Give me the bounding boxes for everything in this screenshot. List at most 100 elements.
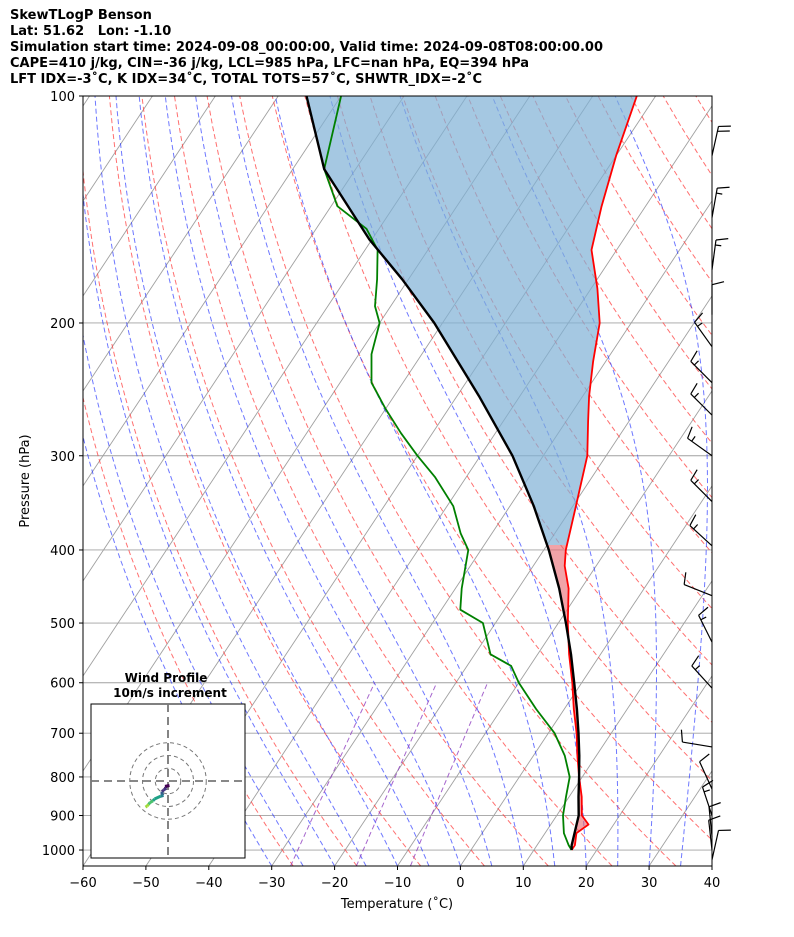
- wind-barb-shaft: [711, 830, 720, 860]
- x-tick-label: −60: [69, 876, 96, 891]
- wind-barb-shaft: [683, 584, 713, 597]
- hodograph-segment: [145, 803, 150, 808]
- moist-adiabat: [83, 332, 304, 866]
- parcel-line: [305, 96, 581, 851]
- wind-barb-flag: [708, 802, 721, 808]
- wind-barb-half: [703, 789, 710, 793]
- dry-adiabat: [83, 166, 358, 866]
- wind-barb-half: [716, 192, 723, 195]
- mixing-ratio-line: [409, 682, 489, 866]
- wind-barb: [701, 779, 714, 816]
- inset-subtitle: 10m/s increment: [113, 686, 227, 700]
- x-tick-label: −10: [384, 876, 411, 891]
- profile-lines: [305, 96, 638, 851]
- wind-barb-shaft: [711, 239, 717, 270]
- wind-barb-flag: [680, 729, 684, 743]
- wind-barb-flag: [715, 238, 729, 241]
- wind-barb: [690, 383, 713, 416]
- isotherm-line: [460, 485, 712, 866]
- isotherm-line: [83, 96, 216, 297]
- wind-barb-flag: [689, 514, 697, 526]
- hodograph-segment: [149, 799, 154, 804]
- moist-adiabat: [83, 189, 336, 866]
- isotherm-line: [83, 96, 90, 107]
- wind-barb-half: [691, 435, 696, 442]
- moist-adiabat: [115, 96, 398, 866]
- x-tick-label: 20: [578, 876, 595, 891]
- wind-barb-flag: [690, 350, 698, 362]
- dry-adiabat: [174, 96, 549, 866]
- chart-title-block: SkewTLogP Benson Lat: 51.62 Lon: -1.10 S…: [10, 8, 603, 88]
- isotherm-line: [711, 865, 712, 866]
- wind-barb-shaft: [708, 820, 713, 851]
- wind-barb-shaft: [687, 437, 713, 457]
- wind-barbs: [680, 125, 731, 860]
- moist-adiabat: [274, 96, 556, 866]
- hodograph-segment: [151, 798, 156, 802]
- y-tick-label: 700: [50, 727, 75, 742]
- isotherm-line: [775, 96, 794, 866]
- wind-barb: [698, 606, 713, 643]
- wind-barb: [708, 802, 721, 837]
- x-tick-label: 40: [704, 876, 721, 891]
- wind-barb-half: [694, 665, 701, 671]
- dry-adiabat: [761, 96, 794, 866]
- x-axis-ticks: −60 −50 −40 −30 −20 −10 0 10 20 30 40: [69, 866, 720, 891]
- wind-barb-half: [700, 616, 707, 621]
- y-tick-label: 1000: [42, 844, 75, 859]
- hodograph-segment: [160, 793, 164, 798]
- title-cape: CAPE=410 j/kg, CIN=-36 j/kg, LCL=985 hPa…: [10, 56, 530, 71]
- wind-barb: [711, 125, 731, 156]
- wind-barb: [699, 753, 713, 790]
- wind-barb-half: [693, 524, 699, 530]
- moist-adiabat: [195, 96, 493, 866]
- title-indices: LFT IDX=-3˚C, K IDX=34˚C, TOTAL TOTS=57˚…: [10, 72, 483, 87]
- wind-barb: [691, 655, 713, 689]
- dry-adiabat: [141, 96, 485, 866]
- x-tick-label: 30: [641, 876, 658, 891]
- dry-adiabat: [597, 96, 712, 283]
- cape-shading: [306, 96, 637, 846]
- wind-barb: [683, 572, 713, 597]
- title-times: Simulation start time: 2024-09-08_00:00:…: [10, 40, 603, 55]
- hodograph-ring: [142, 755, 194, 807]
- y-tick-label: 200: [50, 317, 75, 332]
- y-tick-label: 100: [50, 90, 75, 105]
- wind-barb-flag: [698, 606, 709, 616]
- wind-barb: [711, 829, 731, 860]
- moist-adiabat: [329, 96, 587, 866]
- wind-barb: [680, 729, 713, 748]
- chart-background-lines: [83, 96, 794, 866]
- wind-barb: [694, 312, 713, 348]
- wind-barb-flag: [708, 815, 721, 821]
- inset-frame: [90, 703, 246, 859]
- y-tick-label: 300: [50, 450, 75, 465]
- wind-barb-shaft: [699, 761, 713, 790]
- hodograph-segment: [144, 804, 148, 809]
- hodograph-segment: [162, 786, 168, 792]
- moist-adiabat: [83, 434, 273, 866]
- wind-barb: [708, 815, 721, 851]
- equilibrium-area: [306, 96, 637, 545]
- moist-adiabat: [94, 96, 367, 866]
- wind-barb-flag: [691, 655, 700, 667]
- wind-barb-flag: [690, 383, 698, 395]
- wind-barb: [711, 238, 729, 270]
- isotherm-line: [522, 580, 712, 866]
- wind-barb: [690, 350, 713, 384]
- wind-barb: [689, 514, 713, 547]
- x-tick-label: −20: [321, 876, 348, 891]
- temperature-line: [563, 96, 638, 851]
- dry-adiabat: [336, 96, 712, 724]
- title-station: SkewTLogP Benson: [10, 8, 152, 23]
- dry-adiabat: [206, 96, 613, 866]
- title-location: Lat: 51.62 Lon: -1.10: [10, 24, 172, 39]
- wind-barb-flag: [687, 426, 693, 439]
- wind-barb: [687, 426, 713, 457]
- x-tick-label: 10: [515, 876, 532, 891]
- wind-barb-flag: [699, 753, 710, 763]
- dry-adiabat: [239, 96, 677, 866]
- isotherm-line: [585, 675, 712, 866]
- dry-adiabat: [695, 96, 712, 124]
